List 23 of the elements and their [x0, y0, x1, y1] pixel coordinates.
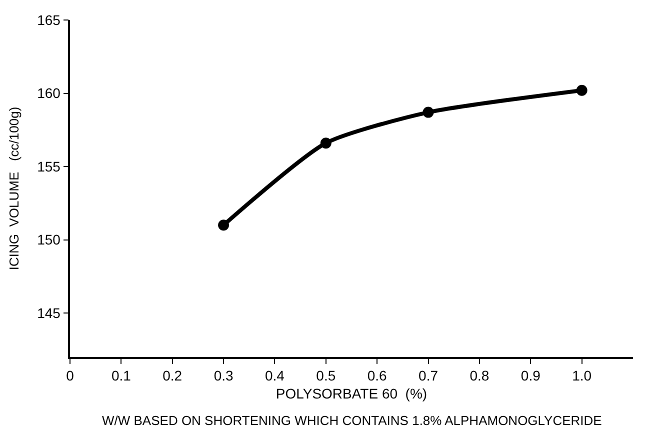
x-tick-label: 0.6: [367, 368, 388, 384]
x-tick-label: 0.2: [162, 368, 182, 384]
y-tick-label: 150: [37, 232, 61, 248]
x-tick-label: 1.0: [572, 368, 592, 384]
y-axis-title: ICING VOLUME (cc/100g): [6, 106, 22, 270]
x-tick-label: 0.3: [214, 368, 234, 384]
point: [422, 106, 434, 118]
x-tick-label: 0.7: [418, 368, 438, 384]
x-tick-label: 0.4: [264, 368, 285, 384]
y-tick-label: 160: [37, 85, 61, 102]
x-tick-label: 0.1: [111, 368, 132, 384]
x-tick-label: 0.8: [470, 368, 490, 384]
x-tick-label: 0.5: [316, 368, 336, 384]
point: [576, 84, 588, 96]
y-tick-label: 165: [37, 12, 61, 28]
x-tick-label: 0: [66, 368, 74, 384]
y-tick-label: 145: [37, 304, 61, 321]
text: W/W BASED ON SHORTENING WHICH CONTAINS 1.8% ALPHAMONOGLYCERIDE: [102, 413, 602, 428]
x-tick-label: 0.9: [520, 368, 541, 384]
point: [320, 138, 332, 149]
y-tick-label: 155: [37, 158, 61, 174]
x-axis-title: POLYSORBATE 60 (%): [276, 385, 428, 402]
point: [218, 220, 230, 231]
